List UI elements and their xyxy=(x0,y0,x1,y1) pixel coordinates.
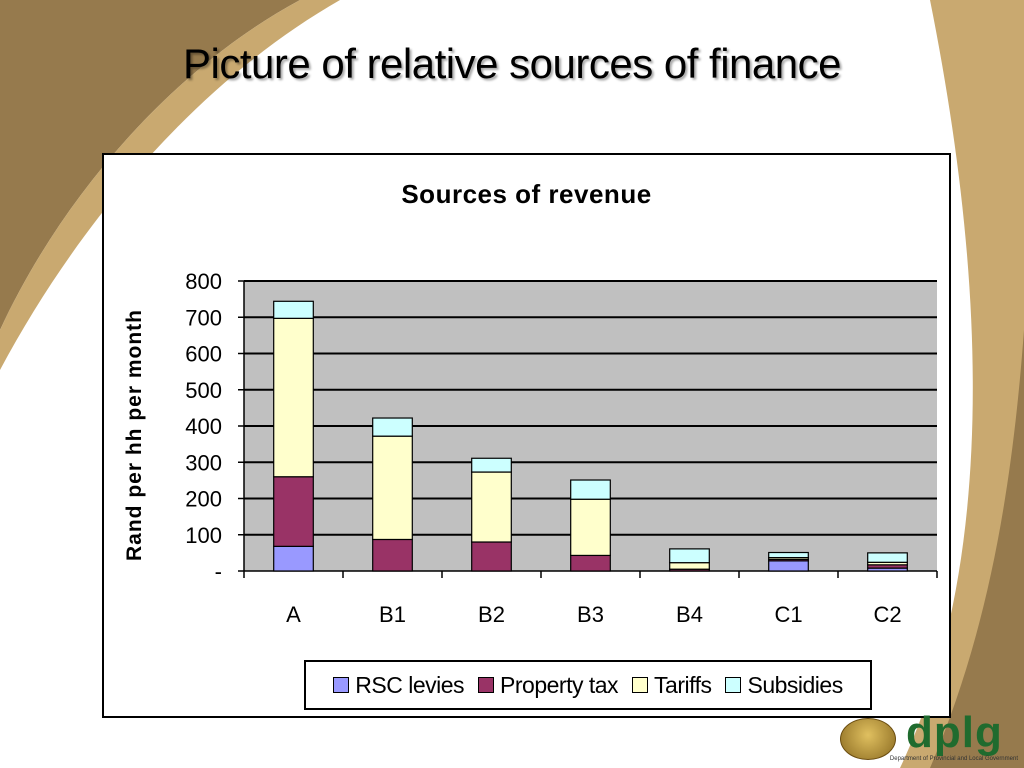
bar-segment-subsidies xyxy=(273,300,314,319)
y-tick-label: 200 xyxy=(185,487,222,512)
bar-segment-property-tax xyxy=(273,476,314,547)
bar-segment-subsidies xyxy=(471,457,512,473)
x-tick-label: B4 xyxy=(676,602,703,627)
logo-subtext: Department of Provincial and Local Gover… xyxy=(889,756,1018,762)
bar-segment-subsidies xyxy=(570,479,611,500)
bar-segment-property-tax xyxy=(372,538,413,572)
left-brown-swoosh xyxy=(0,0,300,330)
bar-segment-property-tax xyxy=(471,541,512,572)
y-tick-label: 500 xyxy=(185,378,222,403)
legend-label-tariffs: Tariffs xyxy=(654,671,712,698)
x-tick-label: A xyxy=(286,602,301,627)
bar-segment-tariffs xyxy=(372,435,413,541)
legend-swatch-rsc-levies xyxy=(333,677,350,693)
bar-segment-tariffs xyxy=(570,498,611,557)
right-brown-swoosh xyxy=(930,330,1024,768)
x-tick-label: C2 xyxy=(873,602,901,627)
x-tick-label: B1 xyxy=(379,602,406,627)
y-tick-label: 400 xyxy=(185,414,222,439)
legend-label-subsidies: Subsidies xyxy=(747,671,843,698)
bar-segment-rsc-levies xyxy=(273,545,314,572)
bar-segment-tariffs xyxy=(471,471,512,543)
dplg-logo: dplg Department of Provincial and Local … xyxy=(838,708,1018,764)
legend-item-rsc-levies: RSC levies xyxy=(333,671,465,699)
y-tick-label: 100 xyxy=(185,523,222,548)
legend-item-subsidies: Subsidies xyxy=(725,671,843,699)
x-tick-label: B2 xyxy=(478,602,505,627)
bar-segment-subsidies xyxy=(867,552,908,563)
legend-swatch-tariffs xyxy=(632,677,649,693)
chart-title: Sources of revenue xyxy=(401,179,652,209)
legend-item-property-tax: Property tax xyxy=(478,671,619,699)
bar-segment-subsidies xyxy=(372,417,413,437)
y-tick-label: 800 xyxy=(185,269,222,294)
x-tick-label: B3 xyxy=(577,602,604,627)
y-tick-label: 700 xyxy=(185,305,222,330)
bar-segment-rsc-levies xyxy=(768,560,809,572)
x-tick-label: C1 xyxy=(774,602,802,627)
legend-swatch-property-tax xyxy=(478,677,495,693)
legend: RSC levies Property tax Tariffs Subsidie… xyxy=(304,660,872,710)
legend-swatch-subsidies xyxy=(725,677,742,693)
bar-segment-tariffs xyxy=(273,317,314,478)
logo-text: dplg xyxy=(906,708,1003,757)
legend-label-property-tax: Property tax xyxy=(500,671,619,698)
legend-label-rsc-levies: RSC levies xyxy=(355,671,465,698)
bar-segment-property-tax xyxy=(570,554,611,572)
plot-area: - 100 200 300 400 500 600 700 800 A B1 B2 B3 B4 C1 C2 xyxy=(185,269,938,627)
bar-segment-tariffs xyxy=(669,562,710,570)
bar-segment-subsidies xyxy=(768,551,809,559)
slide-title: Picture of relative sources of finance xyxy=(182,40,842,87)
coat-of-arms-icon xyxy=(840,718,896,760)
legend-item-tariffs: Tariffs xyxy=(632,671,712,699)
bar-segment-subsidies xyxy=(669,548,710,564)
y-tick-label: 300 xyxy=(185,450,222,475)
chart-frame: Sources of revenue Rand per hh per month… xyxy=(102,153,951,718)
y-tick-label: 600 xyxy=(185,342,222,367)
y-tick-label: - xyxy=(215,559,222,584)
